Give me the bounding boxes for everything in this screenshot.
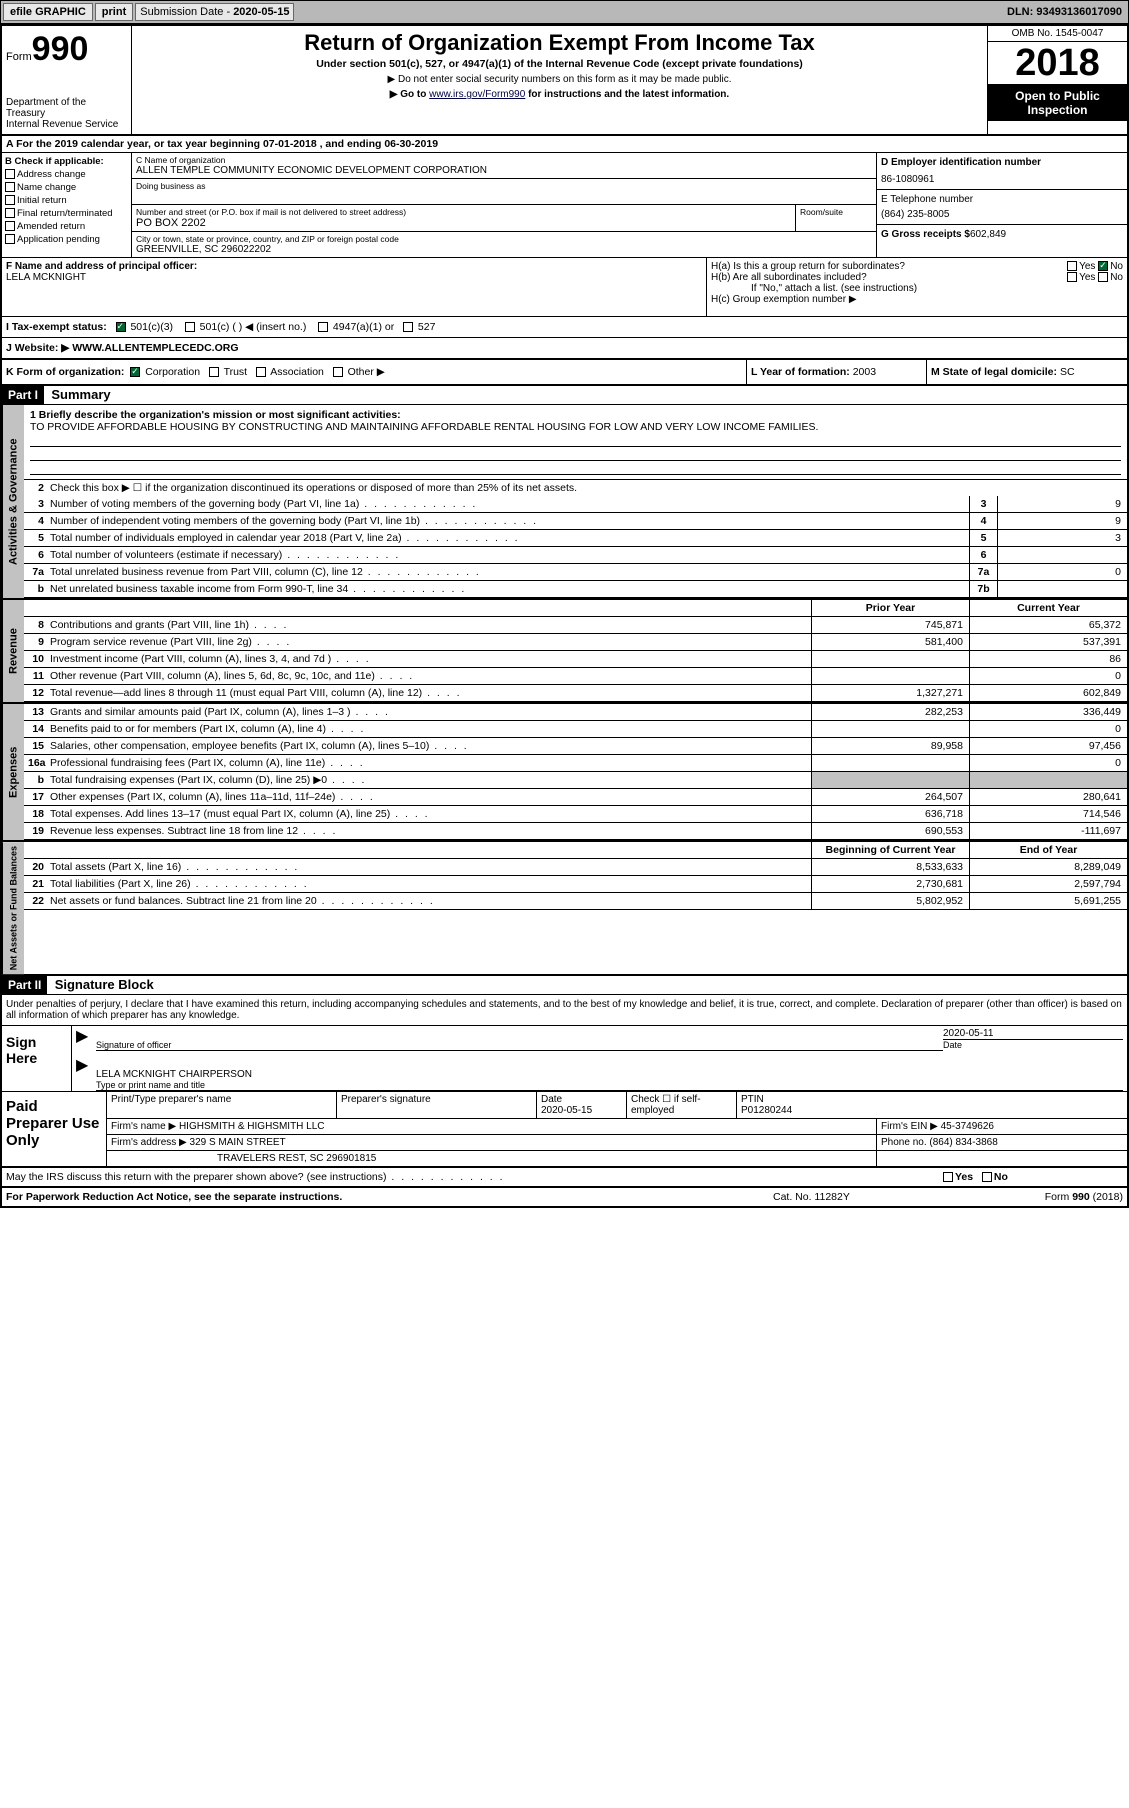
ein-column: D Employer identification number 86-1080… [877,153,1127,257]
form-org-row: K Form of organization: Corporation Trus… [2,360,1127,386]
identity-block: B Check if applicable: Address change Na… [2,153,1127,258]
open-inspection: Open to Public Inspection [988,85,1127,121]
summary-row: bNet unrelated business taxable income f… [24,581,1127,598]
summary-row: 4Number of independent voting members of… [24,513,1127,530]
expense-row: 17Other expenses (Part IX, column (A), l… [24,789,1127,806]
officer-name: LELA MCKNIGHT [6,272,702,283]
netassets-section: Net Assets or Fund Balances Beginning of… [2,842,1127,976]
omb-number: OMB No. 1545-0047 [988,26,1127,42]
top-toolbar: efile GRAPHIC print Submission Date - 20… [0,0,1129,24]
summary-row: 7aTotal unrelated business revenue from … [24,564,1127,581]
dln-label: DLN: 93493136017090 [1007,6,1126,18]
preparer-block: Paid Preparer Use Only Print/Type prepar… [2,1092,1127,1168]
form-header: Form990 Department of the Treasury Inter… [2,26,1127,136]
org-address: PO BOX 2202 [136,217,791,229]
expenses-section: Expenses 13Grants and similar amounts pa… [2,704,1127,842]
preparer-label: Paid Preparer Use Only [2,1092,107,1166]
sign-here-label: Sign Here [2,1026,72,1091]
org-info-column: C Name of organization ALLEN TEMPLE COMM… [132,153,877,257]
form-title: Return of Organization Exempt From Incom… [140,30,979,56]
revenue-label: Revenue [2,600,24,702]
form-container: Form990 Department of the Treasury Inter… [0,24,1129,1208]
revenue-row: 12Total revenue—add lines 8 through 11 (… [24,685,1127,702]
header-left: Form990 Department of the Treasury Inter… [2,26,132,134]
header-center: Return of Organization Exempt From Incom… [132,26,987,134]
website-row: J Website: ▶ WWW.ALLENTEMPLECEDC.ORG [2,338,1127,360]
note-goto: ▶ Go to www.irs.gov/Form990 for instruct… [140,89,979,100]
summary-row: 6Total number of volunteers (estimate if… [24,547,1127,564]
print-button[interactable]: print [95,3,133,21]
summary-row: 3Number of voting members of the governi… [24,496,1127,513]
summary-row: 2Check this box ▶ ☐ if the organization … [24,480,1127,496]
mission-block: 1 Briefly describe the organization's mi… [24,405,1127,480]
note-ssn: ▶ Do not enter social security numbers o… [140,74,979,85]
gross-receipts: 602,849 [970,229,1006,240]
header-right: OMB No. 1545-0047 2018 Open to Public In… [987,26,1127,134]
netasset-row: 21Total liabilities (Part X, line 26)2,7… [24,876,1127,893]
tax-status-row: I Tax-exempt status: 501(c)(3) 501(c) ( … [2,317,1127,338]
period-row: A For the 2019 calendar year, or tax yea… [2,136,1127,153]
efile-label: efile GRAPHIC [3,3,93,21]
activities-section: Activities & Governance 1 Briefly descri… [2,405,1127,600]
website-value: WWW.ALLENTEMPLECEDC.ORG [72,342,238,354]
expense-row: 16aProfessional fundraising fees (Part I… [24,755,1127,772]
submission-date: Submission Date - 2020-05-15 [135,3,294,21]
tax-year: 2018 [988,42,1127,85]
activities-label: Activities & Governance [2,405,24,598]
mission-text: TO PROVIDE AFFORDABLE HOUSING BY CONSTRU… [30,421,1121,433]
org-city: GREENVILLE, SC 296022202 [136,244,872,255]
revenue-row: 8Contributions and grants (Part VIII, li… [24,617,1127,634]
irs-link[interactable]: www.irs.gov/Form990 [429,89,525,100]
expense-row: 19Revenue less expenses. Subtract line 1… [24,823,1127,840]
dept-label: Department of the Treasury Internal Reve… [6,97,127,130]
expenses-label: Expenses [2,704,24,840]
revenue-row: 9Program service revenue (Part VIII, lin… [24,634,1127,651]
telephone: (864) 235-8005 [881,209,1123,220]
netasset-row: 22Net assets or fund balances. Subtract … [24,893,1127,910]
officer-group-row: F Name and address of principal officer:… [2,258,1127,317]
revenue-row: 11Other revenue (Part VIII, column (A), … [24,668,1127,685]
checkbox-column: B Check if applicable: Address change Na… [2,153,132,257]
part1-header: Part I Summary [2,386,1127,405]
part2-header: Part II Signature Block [2,976,1127,995]
expense-row: 15Salaries, other compensation, employee… [24,738,1127,755]
expense-row: 14Benefits paid to or for members (Part … [24,721,1127,738]
penalty-text: Under penalties of perjury, I declare th… [2,995,1127,1025]
expense-row: 18Total expenses. Add lines 13–17 (must … [24,806,1127,823]
ein-value: 86-1080961 [881,174,1123,185]
expense-row: bTotal fundraising expenses (Part IX, co… [24,772,1127,789]
revenue-row: 10Investment income (Part VIII, column (… [24,651,1127,668]
netassets-label: Net Assets or Fund Balances [2,842,24,974]
expense-row: 13Grants and similar amounts paid (Part … [24,704,1127,721]
discuss-row: May the IRS discuss this return with the… [2,1168,1127,1188]
signature-block: Under penalties of perjury, I declare th… [2,995,1127,1092]
form-subtitle: Under section 501(c), 527, or 4947(a)(1)… [140,58,979,70]
netasset-row: 20Total assets (Part X, line 16)8,533,63… [24,859,1127,876]
footer-row: For Paperwork Reduction Act Notice, see … [2,1188,1127,1206]
org-name: ALLEN TEMPLE COMMUNITY ECONOMIC DEVELOPM… [136,165,872,176]
revenue-section: Revenue Prior YearCurrent Year 8Contribu… [2,600,1127,704]
summary-row: 5Total number of individuals employed in… [24,530,1127,547]
